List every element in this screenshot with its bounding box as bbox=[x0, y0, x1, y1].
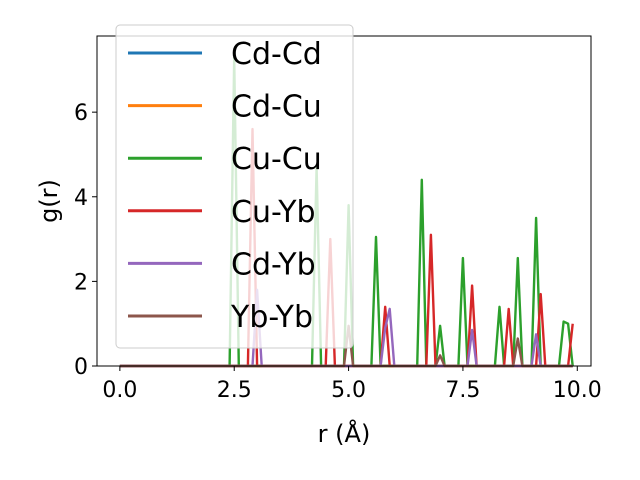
legend-label: Cd-Cu bbox=[231, 90, 322, 125]
legend-label: Cd-Cd bbox=[231, 37, 322, 72]
legend-label: Cu-Yb bbox=[231, 195, 316, 230]
y-ticks: 0 2 4 6 bbox=[74, 101, 97, 380]
x-tick-label: 2.5 bbox=[217, 378, 252, 403]
y-tick-label: 4 bbox=[74, 186, 88, 211]
legend-label: Cu-Cu bbox=[231, 142, 322, 177]
y-tick-label: 6 bbox=[74, 101, 88, 126]
x-tick-label: 7.5 bbox=[445, 378, 480, 403]
legend-label: Cd-Yb bbox=[231, 247, 316, 282]
x-tick-label: 5.0 bbox=[331, 378, 366, 403]
y-axis-label: g(r) bbox=[35, 179, 63, 223]
y-tick-label: 0 bbox=[74, 355, 88, 380]
x-axis-label: r (Å) bbox=[318, 419, 371, 448]
x-tick-label: 0.0 bbox=[102, 378, 137, 403]
y-tick-label: 2 bbox=[74, 270, 88, 295]
x-tick-label: 10.0 bbox=[553, 378, 602, 403]
legend: Cd-Cd Cd-Cu Cu-Cu Cu-Yb Cd-Yb Yb-Yb bbox=[115, 24, 354, 349]
legend-label: Yb-Yb bbox=[230, 300, 313, 335]
x-ticks: 0.0 2.5 5.0 7.5 10.0 bbox=[102, 366, 602, 403]
